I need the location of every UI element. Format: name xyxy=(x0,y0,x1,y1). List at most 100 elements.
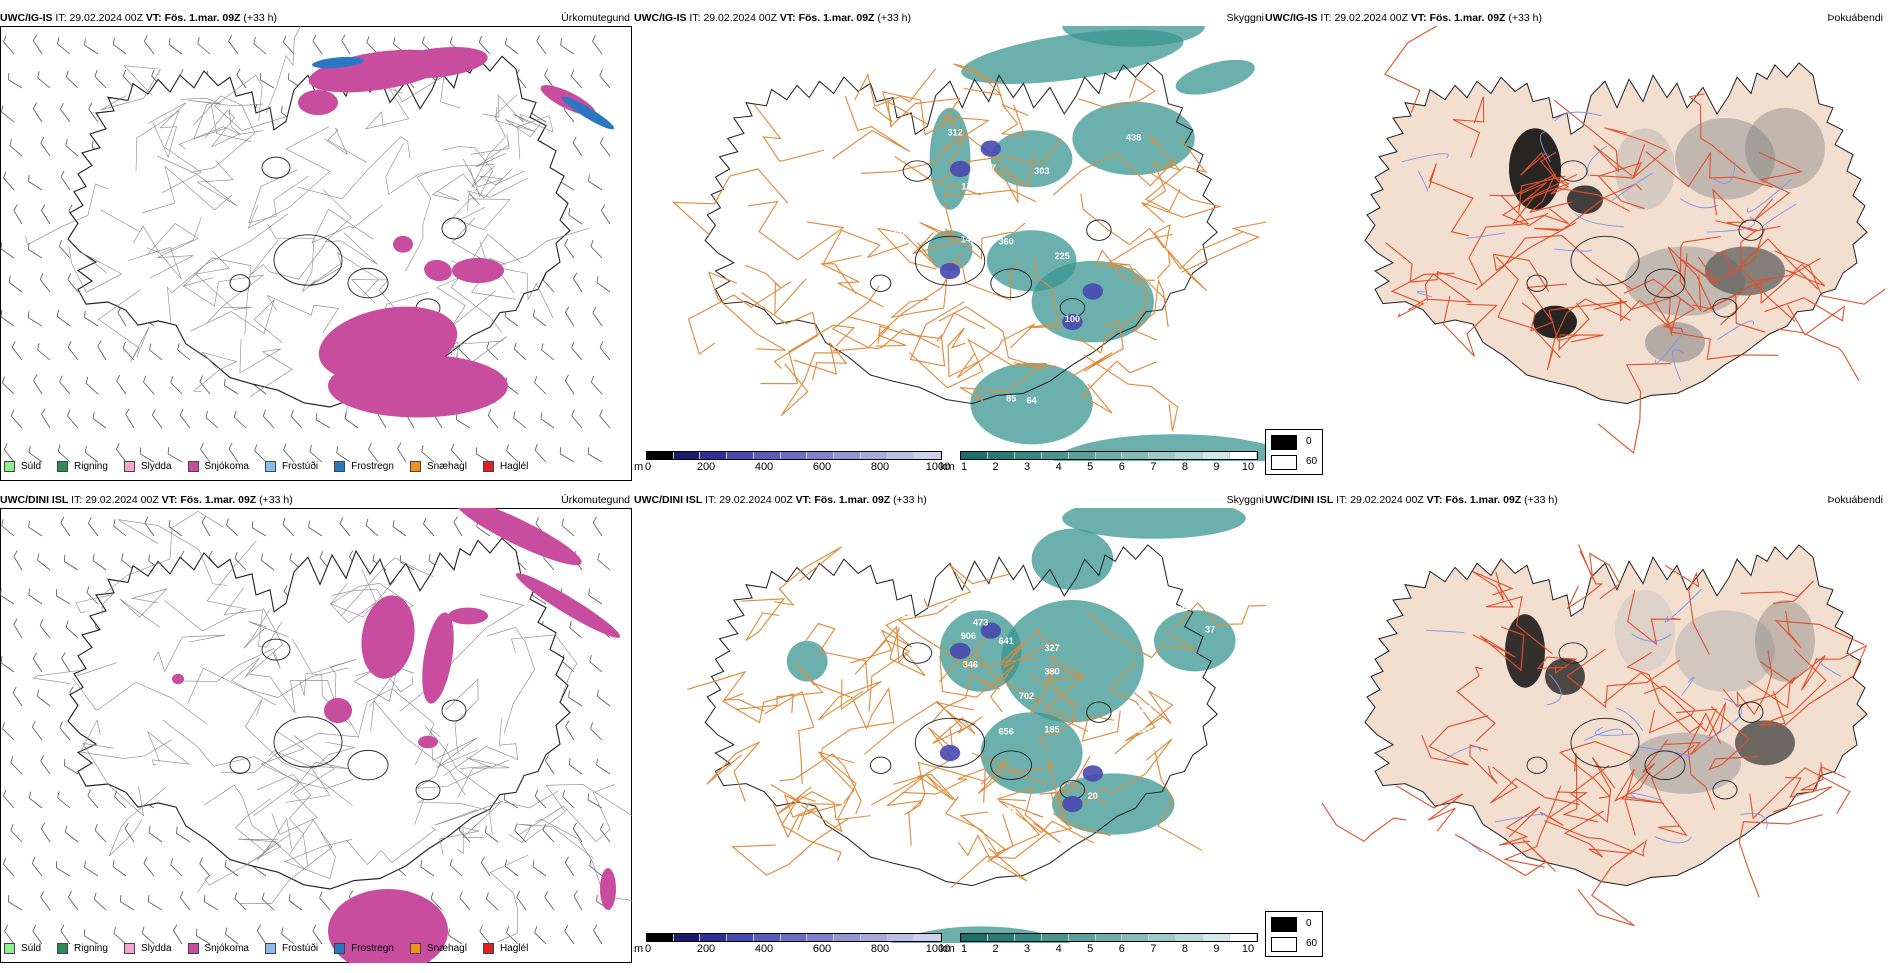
lead-time: (+33 h) xyxy=(1524,494,1558,506)
wind-barb xyxy=(87,517,99,537)
wind-barb xyxy=(116,374,127,395)
road-line xyxy=(781,795,842,862)
colorbar-tick: 2 xyxy=(992,461,999,473)
road-line xyxy=(466,177,529,212)
wind-barb xyxy=(59,375,71,395)
road-line xyxy=(119,588,168,628)
visibility-value-label: 438 xyxy=(1126,132,1141,142)
road-line xyxy=(311,204,383,244)
road-line xyxy=(887,97,961,128)
legend-swatch xyxy=(57,942,69,954)
legend-label: Frostregn xyxy=(351,942,394,954)
valid-time: Fös. 1.mar. 09Z xyxy=(180,494,257,506)
wind-barb xyxy=(226,518,239,537)
road-line xyxy=(142,165,233,214)
wind-barb xyxy=(534,789,547,809)
wind-barb xyxy=(589,655,603,673)
fog-index-panel: 0 60 UWC/IG-IS IT: 29.02.2024 00Z VT: Fös.… xyxy=(1265,10,1885,475)
road-line xyxy=(1597,362,1671,454)
road-line xyxy=(1736,650,1773,716)
wind-barb xyxy=(143,375,155,395)
colorbar-segment xyxy=(753,452,781,459)
road-line xyxy=(1396,785,1464,832)
wind-barb xyxy=(315,413,331,429)
valid-time: Fös. 1.mar. 09Z xyxy=(798,12,875,24)
wind-barb xyxy=(532,860,547,877)
road-line xyxy=(1613,768,1651,836)
road-line xyxy=(405,171,432,272)
wind-barb xyxy=(113,926,127,945)
wind-barb xyxy=(2,376,15,395)
river-line xyxy=(1465,232,1505,239)
road-line xyxy=(100,209,161,254)
legend-swatch xyxy=(409,460,421,472)
visibility-field xyxy=(1001,600,1144,723)
wind-barb xyxy=(253,37,267,55)
valid-time: Fös. 1.mar. 09Z xyxy=(1429,12,1506,24)
legend-label: Slydda xyxy=(140,942,172,954)
wind-barb xyxy=(599,409,611,429)
wind-barb xyxy=(336,446,351,463)
wind-barb xyxy=(368,442,379,463)
road-line xyxy=(1052,152,1178,196)
visibility-field xyxy=(927,230,973,271)
wind-barb xyxy=(392,519,407,537)
colorbar-unit: km xyxy=(940,461,955,473)
legend-label: 0 xyxy=(1306,918,1312,929)
road-line xyxy=(178,108,241,150)
legend-label: 60 xyxy=(1306,938,1318,949)
wind-barb xyxy=(564,238,575,259)
colorbar-segment xyxy=(887,934,915,941)
model-name: UWC/IG-IS xyxy=(634,12,687,24)
wind-barb xyxy=(516,890,527,911)
road-line xyxy=(1518,175,1566,213)
river-line xyxy=(1679,198,1719,209)
legend-label: 0 xyxy=(1306,436,1312,447)
road-line xyxy=(1452,96,1485,158)
wind-barb xyxy=(32,652,43,673)
wind-barb xyxy=(87,789,99,809)
visibility-value-label: 20 xyxy=(1088,791,1098,801)
legend-item: Rigning xyxy=(57,942,108,954)
wind-barb xyxy=(532,309,547,327)
road-line xyxy=(72,677,208,725)
wind-barb xyxy=(55,861,71,877)
wind-barb xyxy=(37,343,51,361)
lead-time: (+33 h) xyxy=(893,494,927,506)
init-time-label: IT: xyxy=(689,12,701,24)
wind-barb xyxy=(504,37,519,55)
road-line xyxy=(265,26,302,114)
road-line xyxy=(424,725,559,809)
visibility-value-label: 24 xyxy=(1006,806,1017,816)
wind-barb xyxy=(65,70,79,89)
wind-barb xyxy=(200,443,211,463)
road-line xyxy=(1501,177,1571,227)
road-line xyxy=(239,819,333,904)
legend-swatch xyxy=(187,942,199,954)
wind-barb xyxy=(1,105,15,123)
river-line xyxy=(1461,837,1482,853)
road-line xyxy=(909,338,1047,389)
river-line xyxy=(1401,153,1449,163)
road-line xyxy=(299,672,351,726)
wind-barb xyxy=(170,858,183,877)
road-line xyxy=(249,239,326,280)
colorbar-segment xyxy=(647,934,674,941)
precip-type-map xyxy=(0,26,632,481)
road-line xyxy=(764,690,815,784)
precip-type-legend: Súld Rigning Slydda Snjókoma Frostúði Frostre… xyxy=(4,455,542,477)
init-time: 29.02.2024 00Z xyxy=(69,12,143,24)
road-line xyxy=(256,773,312,867)
visibility-value-label: 813 xyxy=(896,609,911,619)
visibility-field xyxy=(1031,260,1154,343)
wind-barb xyxy=(195,928,211,945)
wind-barb xyxy=(597,553,611,571)
road-line xyxy=(1521,283,1567,332)
road-line xyxy=(897,598,961,683)
road-line xyxy=(346,826,436,865)
colorbar-tick: 8 xyxy=(1181,943,1188,955)
legend-swatch xyxy=(264,942,276,954)
road-line xyxy=(706,741,760,802)
road-line xyxy=(1085,610,1196,659)
wind-barb xyxy=(8,275,23,293)
